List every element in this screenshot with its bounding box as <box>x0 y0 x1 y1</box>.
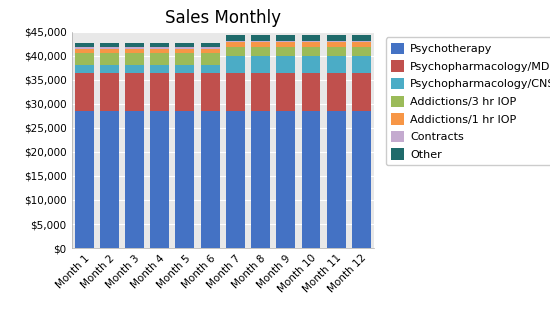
Bar <box>201 53 219 66</box>
Bar <box>75 43 94 47</box>
Bar <box>201 111 219 248</box>
Bar <box>150 73 169 111</box>
Bar <box>276 47 295 56</box>
Bar <box>352 47 371 56</box>
Bar <box>175 73 194 111</box>
Bar <box>251 42 270 47</box>
Bar <box>251 35 270 41</box>
Bar <box>150 47 169 49</box>
Bar <box>125 66 144 73</box>
Bar <box>100 111 119 248</box>
Bar <box>327 56 345 73</box>
Bar <box>352 56 371 73</box>
Bar <box>201 47 219 49</box>
Bar <box>175 111 194 248</box>
Bar <box>251 56 270 73</box>
Bar <box>226 42 245 47</box>
Bar <box>125 47 144 49</box>
Bar <box>175 43 194 47</box>
Bar <box>226 56 245 73</box>
Legend: Psychotherapy, Psychopharmacology/MD, Psychopharmacology/CNS, Addictions/3 hr IO: Psychotherapy, Psychopharmacology/MD, Ps… <box>386 37 550 165</box>
Bar <box>251 41 270 42</box>
Bar <box>100 73 119 111</box>
Bar <box>150 53 169 66</box>
Bar <box>75 111 94 248</box>
Bar <box>150 43 169 47</box>
Bar <box>276 73 295 111</box>
Bar <box>301 41 321 42</box>
Bar <box>201 49 219 53</box>
Bar <box>226 73 245 111</box>
Bar <box>75 66 94 73</box>
Bar <box>100 66 119 73</box>
Bar <box>276 56 295 73</box>
Bar <box>276 35 295 41</box>
Bar <box>75 49 94 53</box>
Bar <box>125 49 144 53</box>
Bar <box>251 73 270 111</box>
Bar <box>327 35 345 41</box>
Bar <box>175 53 194 66</box>
Bar <box>251 47 270 56</box>
Bar <box>301 47 321 56</box>
Bar <box>100 43 119 47</box>
Bar <box>301 111 321 248</box>
Bar <box>150 49 169 53</box>
Bar <box>201 73 219 111</box>
Bar <box>175 66 194 73</box>
Bar <box>125 73 144 111</box>
Bar <box>75 53 94 66</box>
Bar <box>327 42 345 47</box>
Bar <box>276 111 295 248</box>
Bar <box>352 35 371 41</box>
Bar <box>226 41 245 42</box>
Bar <box>251 111 270 248</box>
Bar <box>100 49 119 53</box>
Bar <box>100 47 119 49</box>
Bar <box>327 111 345 248</box>
Bar <box>226 47 245 56</box>
Bar <box>301 73 321 111</box>
Bar <box>327 47 345 56</box>
Bar <box>75 47 94 49</box>
Bar <box>352 111 371 248</box>
Bar <box>226 35 245 41</box>
Bar <box>226 111 245 248</box>
Bar <box>100 53 119 66</box>
Bar <box>150 111 169 248</box>
Bar <box>352 42 371 47</box>
Bar <box>201 66 219 73</box>
Bar <box>125 43 144 47</box>
Bar <box>301 56 321 73</box>
Bar <box>276 42 295 47</box>
Bar <box>75 73 94 111</box>
Bar <box>125 111 144 248</box>
Bar <box>352 73 371 111</box>
Bar <box>352 41 371 42</box>
Bar <box>276 41 295 42</box>
Bar <box>175 49 194 53</box>
Bar <box>125 53 144 66</box>
Bar <box>175 47 194 49</box>
Bar <box>201 43 219 47</box>
Bar <box>301 35 321 41</box>
Bar <box>150 66 169 73</box>
Bar <box>301 42 321 47</box>
Title: Sales Monthly: Sales Monthly <box>165 10 280 27</box>
Bar <box>327 73 345 111</box>
Bar <box>327 41 345 42</box>
